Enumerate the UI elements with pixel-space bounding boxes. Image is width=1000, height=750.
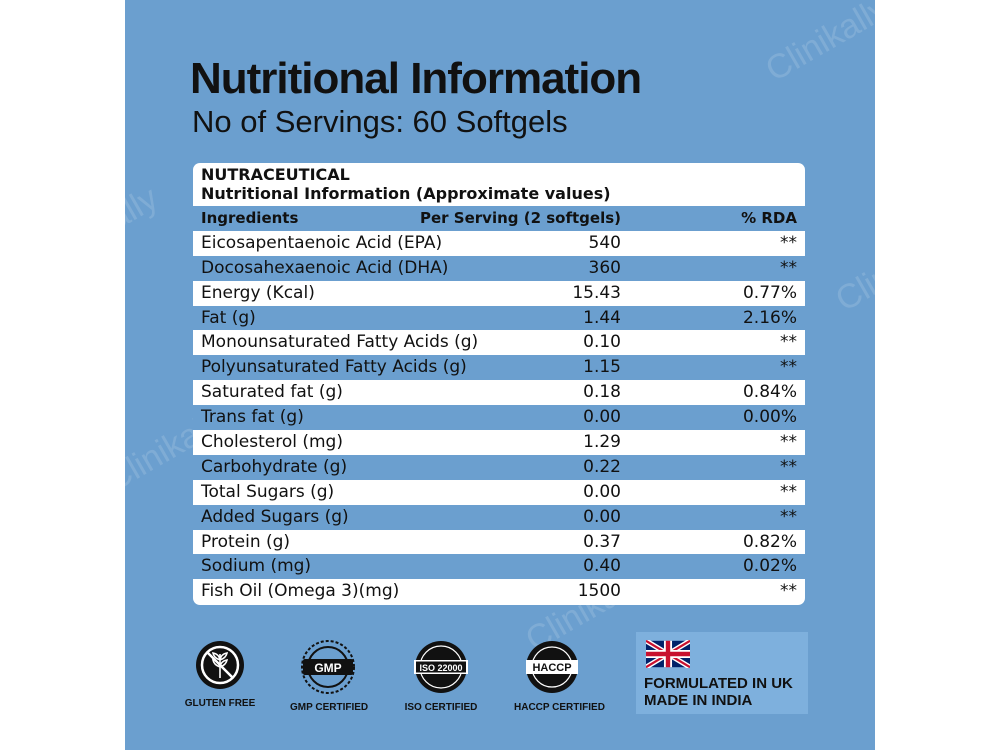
per-serving-value: 0.00 bbox=[583, 481, 621, 502]
table-row: Sodium (mg) 0.40 0.02% bbox=[193, 554, 805, 580]
rda-value: ** bbox=[780, 432, 797, 453]
ingredient-name: Saturated fat (g) bbox=[201, 382, 343, 403]
table-row: Saturated fat (g) 0.18 0.84% bbox=[193, 380, 805, 405]
iso-seal-icon: ISO 22000 bbox=[414, 641, 468, 693]
per-serving-value: 0.10 bbox=[583, 332, 621, 353]
ingredient-name: Added Sugars (g) bbox=[201, 506, 349, 527]
per-serving-value: 0.00 bbox=[583, 407, 621, 428]
table-heading-nutraceutical: NUTRACEUTICAL bbox=[201, 165, 350, 184]
iso-badge: ISO 22000 ISO CERTIFIED bbox=[403, 640, 479, 713]
rda-value: ** bbox=[780, 456, 797, 477]
table-row: Added Sugars (g) 0.00 ** bbox=[193, 504, 805, 530]
gmp-seal-text: GMP bbox=[314, 661, 341, 675]
gmp-seal-icon: GMP bbox=[301, 640, 355, 694]
nutrition-table-card: NUTRACEUTICAL Nutritional Information (A… bbox=[193, 163, 805, 605]
table-row: Total Sugars (g) 0.00 ** bbox=[193, 480, 805, 505]
table-row: Fat (g) 1.44 2.16% bbox=[193, 305, 805, 331]
haccp-seal-icon: HACCP bbox=[526, 641, 578, 693]
table-row: Monounsaturated Fatty Acids (g) 0.10 ** bbox=[193, 330, 805, 355]
nutrition-table: Ingredients Per Serving (2 softgels) % R… bbox=[193, 206, 805, 604]
gluten-free-label: GLUTEN FREE bbox=[184, 698, 256, 709]
uk-flag-icon bbox=[646, 640, 690, 668]
rda-value: ** bbox=[780, 581, 797, 602]
haccp-badge: HACCP HACCP CERTIFIED bbox=[514, 640, 605, 713]
table-row: Eicosapentaenoic Acid (EPA) 540 ** bbox=[193, 231, 805, 256]
formulated-in-uk-text: FORMULATED IN UK bbox=[644, 675, 793, 692]
per-serving-value: 1500 bbox=[577, 581, 621, 602]
table-row: Docosahexaenoic Acid (DHA) 360 ** bbox=[193, 255, 805, 281]
rda-value: 0.84% bbox=[742, 382, 797, 403]
rda-value: ** bbox=[780, 506, 797, 527]
per-serving-value: 360 bbox=[588, 257, 621, 278]
ingredient-name: Trans fat (g) bbox=[201, 407, 304, 428]
ingredient-name: Eicosapentaenoic Acid (EPA) bbox=[201, 232, 443, 253]
table-row: Energy (Kcal) 15.43 0.77% bbox=[193, 281, 805, 306]
ingredient-name: Polyunsaturated Fatty Acids (g) bbox=[201, 357, 467, 378]
column-header-per-serving: Per Serving (2 softgels) bbox=[420, 209, 621, 227]
ingredient-name: Protein (g) bbox=[201, 531, 291, 552]
ingredient-name: Fish Oil (Omega 3)(mg) bbox=[201, 581, 400, 602]
rda-value: 0.82% bbox=[742, 531, 797, 552]
per-serving-value: 1.29 bbox=[583, 432, 621, 453]
per-serving-value: 1.44 bbox=[583, 307, 621, 328]
column-header-rda: % RDA bbox=[741, 209, 797, 227]
rda-value: ** bbox=[780, 332, 797, 353]
made-in-india-text: MADE IN INDIA bbox=[644, 692, 753, 709]
ingredient-name: Fat (g) bbox=[201, 307, 256, 328]
per-serving-value: 0.40 bbox=[583, 556, 621, 577]
gmp-badge: GMP GMP CERTIFIED bbox=[290, 640, 369, 713]
table-row: Fish Oil (Omega 3)(mg) 1500 ** bbox=[193, 579, 805, 604]
ingredient-name: Carbohydrate (g) bbox=[201, 456, 348, 477]
per-serving-value: 0.00 bbox=[583, 506, 621, 527]
table-row: Protein (g) 0.37 0.82% bbox=[193, 530, 805, 555]
ingredient-name: Energy (Kcal) bbox=[201, 282, 315, 303]
page-title: Nutritional Information bbox=[190, 54, 642, 103]
iso-seal-text: ISO 22000 bbox=[419, 663, 462, 673]
table-heading-approx: Nutritional Information (Approximate val… bbox=[201, 184, 611, 203]
rda-value: ** bbox=[780, 232, 797, 253]
ingredient-name: Monounsaturated Fatty Acids (g) bbox=[201, 332, 479, 353]
per-serving-value: 0.18 bbox=[583, 382, 621, 403]
rda-value: ** bbox=[780, 481, 797, 502]
per-serving-value: 0.37 bbox=[583, 531, 621, 552]
haccp-label: HACCP CERTIFIED bbox=[514, 702, 605, 713]
gluten-free-badge: GLUTEN FREE bbox=[182, 640, 258, 709]
table-row: Trans fat (g) 0.00 0.00% bbox=[193, 405, 805, 431]
rda-value: 0.77% bbox=[742, 282, 797, 303]
per-serving-value: 15.43 bbox=[572, 282, 621, 303]
rda-value: 0.00% bbox=[742, 407, 797, 428]
servings-subtitle: No of Servings: 60 Softgels bbox=[192, 104, 568, 139]
haccp-seal-text: HACCP bbox=[532, 662, 571, 674]
rda-value: 0.02% bbox=[742, 556, 797, 577]
ingredient-name: Cholesterol (mg) bbox=[201, 432, 343, 453]
ingredient-name: Sodium (mg) bbox=[201, 556, 312, 577]
table-row: Polyunsaturated Fatty Acids (g) 1.15 ** bbox=[193, 355, 805, 381]
ingredient-name: Docosahexaenoic Acid (DHA) bbox=[201, 257, 449, 278]
rda-value: ** bbox=[780, 257, 797, 278]
rda-value: ** bbox=[780, 357, 797, 378]
watermark: Clinikally bbox=[869, 449, 1000, 550]
origin-box: FORMULATED IN UK MADE IN INDIA bbox=[636, 632, 808, 714]
table-row: Carbohydrate (g) 0.22 ** bbox=[193, 454, 805, 480]
gmp-label: GMP CERTIFIED bbox=[290, 702, 369, 713]
ingredient-name: Total Sugars (g) bbox=[201, 481, 335, 502]
per-serving-value: 0.22 bbox=[583, 456, 621, 477]
gluten-free-icon bbox=[196, 641, 244, 689]
per-serving-value: 540 bbox=[588, 232, 621, 253]
iso-label: ISO CERTIFIED bbox=[404, 702, 478, 713]
table-row: Cholesterol (mg) 1.29 ** bbox=[193, 430, 805, 455]
rda-value: 2.16% bbox=[742, 307, 797, 328]
column-header-ingredients: Ingredients bbox=[201, 209, 299, 227]
per-serving-value: 1.15 bbox=[583, 357, 621, 378]
table-header-row: Ingredients Per Serving (2 softgels) % R… bbox=[193, 206, 805, 231]
